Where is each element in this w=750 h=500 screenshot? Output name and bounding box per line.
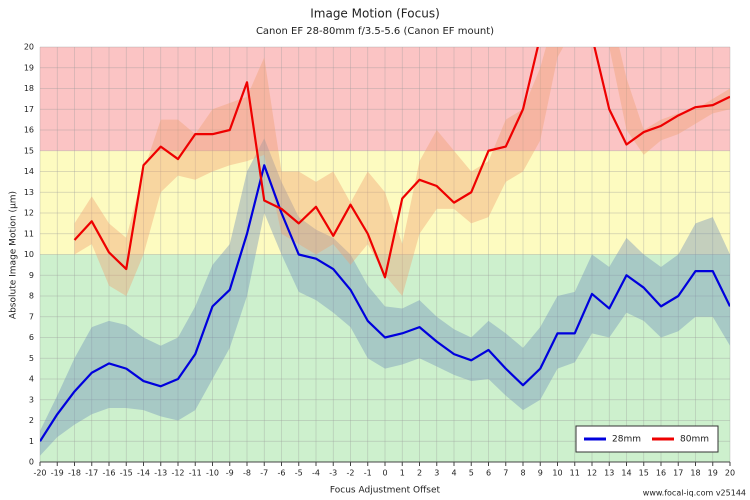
y-tick-label: 6 xyxy=(29,333,34,342)
x-tick-label: -4 xyxy=(312,469,320,478)
x-tick-label: -10 xyxy=(206,469,219,478)
x-tick-label: -11 xyxy=(189,469,202,478)
x-tick-label: 4 xyxy=(451,469,456,478)
y-tick-label: 20 xyxy=(24,43,34,52)
x-tick-label: 10 xyxy=(552,469,562,478)
y-tick-label: 4 xyxy=(29,375,34,384)
x-tick-label: 13 xyxy=(604,469,614,478)
line xyxy=(73,47,730,279)
legend-label: 28mm xyxy=(612,435,641,445)
y-tick-label: 17 xyxy=(24,105,34,114)
x-tick-label: 9 xyxy=(538,469,543,478)
x-tick-label: -8 xyxy=(243,469,251,478)
x-tick-label: -16 xyxy=(102,469,115,478)
y-tick-label: 11 xyxy=(24,229,34,238)
x-tick-label: 12 xyxy=(587,469,597,478)
x-tick-label: 1 xyxy=(400,469,405,478)
y-tick-label: 18 xyxy=(24,84,34,93)
x-tick-label: -5 xyxy=(295,469,303,478)
y-tick-label: 2 xyxy=(29,416,34,425)
x-tick-label: 8 xyxy=(520,469,525,478)
x-tick-label: 16 xyxy=(656,469,666,478)
y-tick-label: 15 xyxy=(24,146,34,155)
chart-title: Image Motion (Focus) xyxy=(310,7,440,21)
x-tick-label: 19 xyxy=(708,469,718,478)
x-tick-label: 7 xyxy=(503,469,508,478)
y-tick-label: 13 xyxy=(24,188,34,197)
x-tick-label: -19 xyxy=(51,469,64,478)
y-tick-label: 0 xyxy=(29,458,34,467)
x-tick-label: 3 xyxy=(434,469,439,478)
x-tick-label: -1 xyxy=(364,469,372,478)
x-tick-label: -7 xyxy=(260,469,268,478)
x-tick-label: 11 xyxy=(570,469,580,478)
y-tick-label: 16 xyxy=(24,126,34,135)
zone xyxy=(40,150,730,255)
chart-subtitle: Canon EF 28-80mm f/3.5-5.6 (Canon EF mou… xyxy=(256,26,494,37)
x-tick-label: 0 xyxy=(382,469,387,478)
x-tick-label: -18 xyxy=(68,469,81,478)
y-tick-label: 12 xyxy=(24,209,34,218)
x-tick-label: -15 xyxy=(120,469,133,478)
y-tick-label: 8 xyxy=(29,292,34,301)
y-tick-label: 19 xyxy=(24,63,34,72)
x-tick-label: 6 xyxy=(486,469,491,478)
y-tick-label: 5 xyxy=(29,354,34,363)
y-tick-label: 10 xyxy=(24,250,34,259)
x-tick-label: -2 xyxy=(347,469,355,478)
x-tick-label: 18 xyxy=(690,469,700,478)
x-tick-label: 15 xyxy=(639,469,649,478)
x-tick-label: -9 xyxy=(226,469,234,478)
x-tick-label: -17 xyxy=(85,469,98,478)
y-tick-label: 9 xyxy=(29,271,34,280)
x-tick-label: 5 xyxy=(469,469,474,478)
x-tick-label: -12 xyxy=(171,469,184,478)
x-tick-label: 2 xyxy=(417,469,422,478)
x-axis-label: Focus Adjustment Offset xyxy=(330,486,441,496)
footer: www.focal-iq.com v25144 xyxy=(643,489,746,498)
x-tick-label: -20 xyxy=(33,469,46,478)
zone xyxy=(40,47,730,151)
y-tick-label: 7 xyxy=(29,312,34,321)
error-band xyxy=(40,138,730,456)
y-tick-label: 1 xyxy=(29,437,34,446)
x-tick-label: 17 xyxy=(673,469,683,478)
legend-label: 80mm xyxy=(680,435,709,445)
x-tick-label: 14 xyxy=(621,469,631,478)
y-axis-label: Absolute Image Motion (µm) xyxy=(9,191,19,319)
line xyxy=(40,164,730,442)
x-tick-label: -14 xyxy=(137,469,150,478)
x-tick-label: 20 xyxy=(725,469,735,478)
x-tick-label: -13 xyxy=(154,469,167,478)
x-tick-label: -3 xyxy=(329,469,337,478)
x-tick-label: -6 xyxy=(278,469,286,478)
y-tick-label: 14 xyxy=(24,167,34,176)
y-tick-label: 3 xyxy=(29,395,34,404)
